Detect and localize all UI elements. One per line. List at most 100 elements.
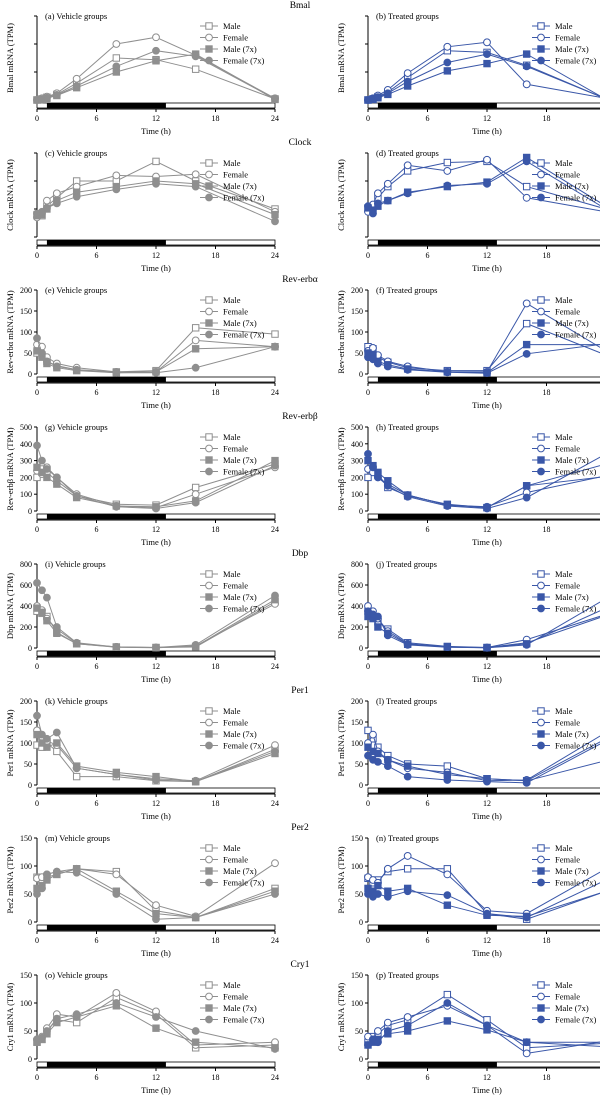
- data-point: [112, 643, 121, 651]
- y-tick-label: 0: [359, 781, 363, 790]
- data-point: [72, 1010, 81, 1019]
- legend-label: Male: [555, 706, 573, 716]
- data-point: [191, 345, 200, 353]
- data-point: [483, 643, 491, 652]
- x-tick-label: 12: [152, 662, 160, 671]
- series-3: [33, 711, 279, 786]
- y-axis-label: Rev-erbα mRNA (TPM): [336, 290, 346, 373]
- panel-vehicle: 0 200 400 600 800 Dbp mRNA (TPM) 0 6 12 18 24 Time …: [5, 559, 279, 684]
- legend-marker: [537, 456, 545, 464]
- legend-label: Female: [223, 444, 248, 454]
- legend-marker: [537, 730, 545, 738]
- data-point: [374, 473, 382, 482]
- x-tick-label: 0: [366, 799, 370, 808]
- data-point: [191, 490, 200, 499]
- data-point: [112, 770, 121, 779]
- data-point: [443, 368, 452, 377]
- data-point: [43, 734, 51, 743]
- legend-label: Male (7x): [555, 455, 589, 465]
- data-point: [152, 1024, 160, 1032]
- series-3: [33, 441, 279, 513]
- x-tick-label: 0: [35, 799, 39, 808]
- data-point: [72, 491, 81, 500]
- legend-marker: [537, 467, 545, 476]
- dark-bar: [377, 1062, 497, 1067]
- data-point: [53, 739, 61, 747]
- row-0: Bmal Bmal mRNA (TPM) 0 6 12 18 24 Time (h) (a) V…: [5, 1, 600, 136]
- x-tick-label: 18: [543, 1073, 551, 1082]
- legend-label: Male (7x): [555, 729, 589, 739]
- data-point: [383, 1027, 392, 1035]
- legend-marker: [537, 718, 545, 727]
- legend-label: Female (7x): [223, 741, 264, 751]
- y-tick-label: 200: [351, 286, 363, 295]
- data-point: [522, 62, 531, 71]
- data-point: [152, 915, 160, 924]
- x-tick-label: 12: [152, 114, 160, 123]
- panel-vehicle: Bmal mRNA (TPM) 0 6 12 18 24 Time (h) (a) Vehic…: [5, 11, 279, 136]
- x-axis-label: Time (h): [141, 537, 171, 547]
- x-tick-label: 6: [95, 251, 99, 260]
- data-point: [369, 209, 377, 218]
- panel-title: (j) Treated groups: [376, 559, 437, 569]
- data-point: [112, 999, 121, 1007]
- y-axis-label: Dbp mRNA (TPM): [5, 573, 15, 639]
- data-point: [374, 1038, 382, 1047]
- data-point: [43, 93, 51, 102]
- data-point: [271, 1045, 279, 1053]
- x-tick-label: 18: [212, 799, 220, 808]
- x-tick-label: 12: [483, 251, 491, 260]
- y-tick-label: 300: [351, 457, 363, 466]
- x-tick-label: 6: [426, 251, 430, 260]
- data-point: [52, 189, 61, 198]
- data-point: [152, 157, 160, 166]
- legend-label: Male (7x): [223, 592, 257, 602]
- x-tick-label: 18: [543, 936, 551, 945]
- y-axis-label: Bmal mRNA (TPM): [5, 23, 15, 93]
- x-tick-label: 6: [426, 936, 430, 945]
- data-point: [374, 890, 382, 898]
- data-point: [383, 1018, 392, 1027]
- legend-marker: [205, 444, 213, 453]
- y-tick-label: 150: [351, 834, 363, 843]
- data-point: [152, 46, 160, 55]
- legend-marker: [205, 707, 213, 715]
- x-tick-label: 12: [483, 936, 491, 945]
- data-point: [43, 473, 51, 482]
- series-3: [364, 50, 600, 104]
- y-tick-label: 150: [20, 971, 32, 980]
- x-tick-label: 18: [543, 799, 551, 808]
- data-point: [191, 913, 200, 922]
- legend-label: Female: [555, 855, 580, 865]
- y-axis-label: Cry1 mRNA (TPM): [336, 983, 346, 1052]
- legend-label: Female (7x): [223, 878, 264, 888]
- panel-title: (l) Treated groups: [376, 696, 437, 706]
- data-point: [271, 342, 279, 351]
- series-2: [364, 881, 600, 921]
- data-point: [483, 179, 491, 188]
- legend-marker: [205, 56, 213, 65]
- dark-bar: [46, 925, 166, 930]
- legend-label: Male (7x): [555, 318, 589, 328]
- y-tick-label: 400: [20, 440, 32, 449]
- legend-label: Male: [555, 843, 573, 853]
- x-tick-label: 12: [483, 662, 491, 671]
- legend-label: Male: [223, 706, 241, 716]
- data-point: [152, 1013, 160, 1021]
- legend-label: Male: [223, 980, 241, 990]
- data-point: [43, 357, 51, 366]
- legend-label: Male (7x): [555, 592, 589, 602]
- x-tick-label: 0: [366, 114, 370, 123]
- y-tick-label: 150: [20, 718, 32, 727]
- legend-marker: [205, 296, 213, 304]
- legend-label: Male (7x): [223, 1003, 257, 1013]
- data-point: [72, 82, 81, 90]
- data-point: [364, 449, 372, 458]
- dark-bar: [377, 514, 497, 519]
- data-point: [383, 89, 392, 98]
